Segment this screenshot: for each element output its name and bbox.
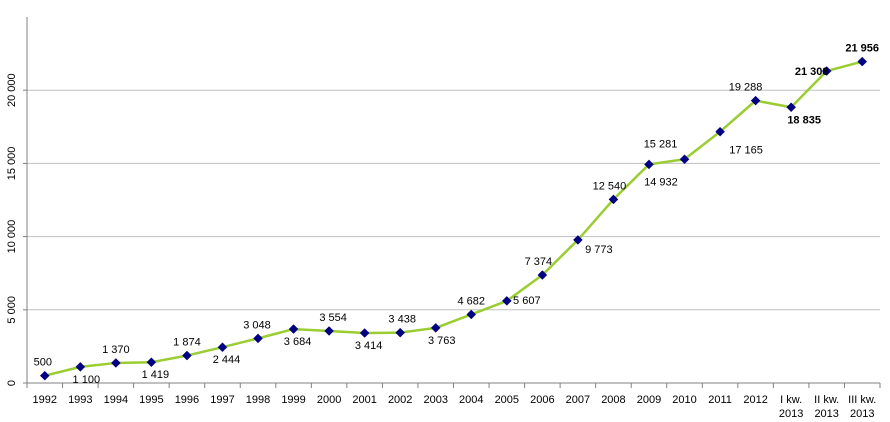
data-point-marker [786, 102, 796, 113]
x-tick-label: 2002 [388, 394, 412, 406]
data-point-marker [75, 362, 86, 372]
data-point-marker [217, 342, 228, 353]
data-label: 12 540 [593, 180, 627, 192]
data-label: 7 374 [525, 256, 553, 268]
x-tick-label: 2013 [850, 408, 874, 420]
data-label: 21 956 [845, 43, 879, 55]
x-tick-label: 2005 [495, 394, 519, 406]
data-point-marker [821, 66, 832, 76]
data-label: 3 763 [428, 335, 456, 347]
data-label: 14 932 [644, 176, 678, 188]
data-point-marker [253, 333, 263, 344]
data-point-marker [537, 270, 548, 280]
x-tick-label: 1994 [104, 394, 128, 406]
data-point-marker [39, 370, 50, 381]
data-point-marker [182, 350, 192, 361]
data-point-marker [395, 327, 406, 338]
y-tick-label: 10 000 [6, 220, 18, 254]
data-label: 500 [34, 357, 52, 369]
data-label: 2 444 [213, 354, 241, 366]
data-point-marker [857, 56, 868, 67]
data-label: 1 419 [142, 369, 170, 381]
data-point-marker [111, 358, 121, 368]
data-point-marker [750, 95, 761, 106]
x-tick-label: 2003 [423, 394, 447, 406]
data-label: 9 773 [585, 244, 613, 256]
data-point-marker [288, 324, 299, 334]
x-tick-label: II kw. [814, 394, 839, 406]
x-tick-label: 1993 [68, 394, 92, 406]
data-label: 3 438 [388, 314, 416, 326]
x-tick-label: 2009 [637, 394, 661, 406]
x-tick-label: 2011 [708, 394, 732, 406]
series-line [44, 60, 863, 377]
data-label: 3 684 [284, 336, 312, 348]
x-tick-label: 1999 [281, 394, 305, 406]
data-label: 5 607 [513, 295, 541, 307]
y-tick-label: 0 [6, 380, 18, 386]
data-label: 4 682 [458, 295, 486, 307]
x-tick-label: 1992 [33, 394, 57, 406]
x-tick-label: 2013 [814, 408, 838, 420]
data-point-marker [644, 159, 654, 170]
y-tick-label: 5 000 [6, 296, 18, 324]
data-label: 19 288 [729, 82, 763, 94]
data-point-marker [573, 235, 583, 245]
x-tick-label: 1997 [210, 394, 234, 406]
x-tick-label: 2008 [601, 394, 625, 406]
x-tick-label: I kw. [780, 394, 802, 406]
y-tick-label: 20 000 [6, 73, 18, 107]
data-label: 3 414 [355, 340, 383, 352]
data-label: 3 554 [319, 312, 347, 324]
data-point-marker [715, 126, 725, 137]
x-tick-label: 2007 [566, 394, 590, 406]
data-point-marker [501, 296, 512, 306]
x-tick-label: 2013 [779, 408, 803, 420]
data-label: 18 835 [787, 114, 821, 126]
data-label: 1 100 [73, 374, 101, 386]
data-label: 21 308 [795, 66, 829, 78]
data-label: 17 165 [729, 145, 763, 157]
x-tick-label: 2012 [743, 394, 767, 406]
x-tick-label: 1996 [175, 394, 199, 406]
data-label: 1 370 [102, 344, 130, 356]
y-tick-label: 15 000 [6, 147, 18, 181]
x-tick-label: 1998 [246, 394, 270, 406]
x-tick-label: III kw. [848, 394, 876, 406]
x-tick-label: 2001 [352, 394, 376, 406]
x-tick-label: 1995 [139, 394, 163, 406]
data-point-marker [466, 309, 477, 320]
data-label: 3 048 [243, 319, 271, 331]
x-tick-label: 2000 [317, 394, 341, 406]
data-label: 15 281 [644, 138, 678, 150]
data-point-marker [608, 194, 619, 205]
x-tick-label: 2006 [530, 394, 554, 406]
data-point-marker [430, 323, 441, 333]
data-point-marker [324, 326, 334, 336]
data-point-marker [679, 154, 690, 165]
data-label: 1 874 [173, 337, 201, 349]
data-point-marker [359, 328, 370, 338]
x-tick-label: 2004 [459, 394, 483, 406]
x-tick-label: 2010 [672, 394, 696, 406]
data-point-marker [146, 357, 157, 368]
